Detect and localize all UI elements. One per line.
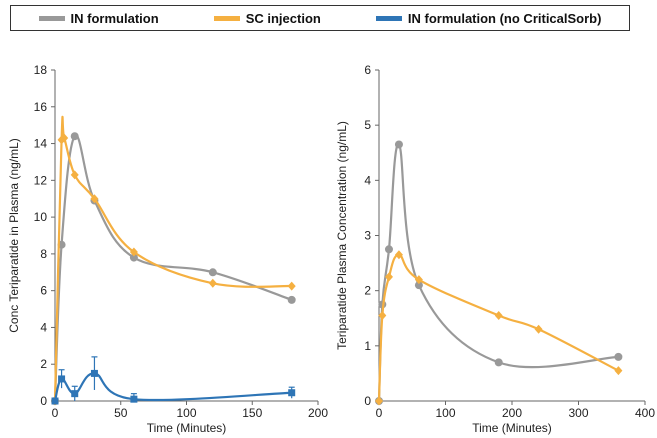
data-point bbox=[614, 366, 623, 376]
data-point bbox=[287, 281, 296, 291]
series-line bbox=[53, 372, 292, 402]
legend-label: IN formulation (no CriticalSorb) bbox=[407, 10, 602, 26]
data-point bbox=[60, 133, 69, 143]
series-in-formulation-no-criticalsorb- bbox=[51, 356, 296, 405]
data-point bbox=[375, 396, 383, 406]
data-point bbox=[494, 310, 503, 320]
chart-panel-1: 0 2 4 6 8 10 12 14 16 18 0 50 100 150 200 Time (Minutes… bbox=[7, 63, 328, 435]
series-sc-injection bbox=[51, 115, 296, 406]
legend-swatch-orange bbox=[213, 15, 240, 21]
y-tick-label: 16 bbox=[34, 100, 48, 114]
data-point bbox=[129, 247, 138, 257]
data-point bbox=[494, 358, 503, 367]
data-point bbox=[90, 369, 98, 377]
y-tick-label: 0 bbox=[40, 394, 47, 408]
data-point bbox=[534, 324, 543, 334]
y-tick-label: 14 bbox=[34, 137, 48, 151]
y-tick-label: 10 bbox=[34, 210, 48, 224]
legend-label: IN formulation bbox=[70, 10, 159, 26]
data-point bbox=[90, 194, 99, 204]
series-line bbox=[53, 115, 292, 402]
legend-item-sc-injection: SC injection bbox=[213, 10, 321, 26]
series-line bbox=[53, 134, 293, 402]
series-in-formulation bbox=[375, 140, 623, 405]
data-point bbox=[70, 132, 79, 141]
y-tick-label: 5 bbox=[364, 118, 371, 132]
data-point bbox=[130, 395, 138, 403]
data-point bbox=[394, 250, 403, 260]
chart-panel-2: 0 1 2 3 4 5 6 0 100 200 300 400 Time (Minutes) Teripa… bbox=[335, 63, 655, 435]
data-point bbox=[58, 375, 66, 383]
x-axis-label: Time (Minutes) bbox=[147, 421, 227, 435]
legend-item-in-formulation: IN formulation bbox=[38, 10, 159, 26]
data-point bbox=[414, 275, 423, 285]
data-point bbox=[288, 389, 296, 397]
x-tick-label: 100 bbox=[435, 406, 455, 420]
data-point bbox=[414, 281, 423, 290]
data-point bbox=[208, 268, 217, 277]
data-point bbox=[394, 140, 403, 149]
x-tick-label: 400 bbox=[635, 406, 655, 420]
series-line bbox=[377, 253, 619, 402]
data-point bbox=[71, 390, 79, 398]
data-point bbox=[384, 272, 393, 282]
series-in-formulation bbox=[51, 132, 296, 405]
legend: IN formulation SC injection IN formulati… bbox=[10, 5, 630, 31]
y-tick-label: 4 bbox=[40, 320, 47, 334]
data-point bbox=[51, 397, 59, 405]
y-tick-label: 0 bbox=[364, 394, 371, 408]
legend-label: SC injection bbox=[245, 10, 321, 26]
x-tick-label: 0 bbox=[52, 406, 59, 420]
data-point bbox=[384, 245, 393, 254]
data-point bbox=[208, 278, 217, 288]
x-axis-label: Time (Minutes) bbox=[472, 421, 552, 435]
x-tick-label: 0 bbox=[376, 406, 383, 420]
y-tick-label: 8 bbox=[40, 247, 47, 261]
x-tick-label: 150 bbox=[242, 406, 262, 420]
data-point bbox=[70, 170, 79, 180]
y-tick-label: 6 bbox=[40, 284, 47, 298]
y-tick-label: 12 bbox=[34, 173, 48, 187]
data-point bbox=[614, 352, 623, 361]
data-point bbox=[378, 310, 387, 320]
series-sc-injection bbox=[375, 250, 623, 406]
y-tick-label: 2 bbox=[364, 284, 371, 298]
y-axis-label: Conc Teriparatide in Plasma (ng/mL) bbox=[7, 138, 21, 333]
y-tick-label: 6 bbox=[364, 63, 371, 77]
legend-swatch-gray bbox=[38, 15, 65, 21]
data-point bbox=[287, 295, 296, 304]
x-tick-label: 200 bbox=[502, 406, 522, 420]
x-tick-label: 50 bbox=[114, 406, 128, 420]
x-tick-label: 100 bbox=[176, 406, 196, 420]
y-tick-label: 1 bbox=[364, 339, 371, 353]
y-tick-label: 2 bbox=[40, 357, 47, 371]
y-tick-label: 4 bbox=[364, 173, 371, 187]
y-axis-label: Teriparatide Plasma Concentration (ng/mL… bbox=[335, 121, 349, 350]
legend-swatch-blue bbox=[375, 15, 402, 21]
x-tick-label: 300 bbox=[568, 406, 588, 420]
legend-item-in-no-criticalsorb: IN formulation (no CriticalSorb) bbox=[375, 10, 602, 26]
x-tick-label: 200 bbox=[308, 406, 328, 420]
y-tick-label: 3 bbox=[364, 229, 371, 243]
data-point bbox=[129, 253, 138, 262]
y-tick-label: 18 bbox=[34, 63, 48, 77]
